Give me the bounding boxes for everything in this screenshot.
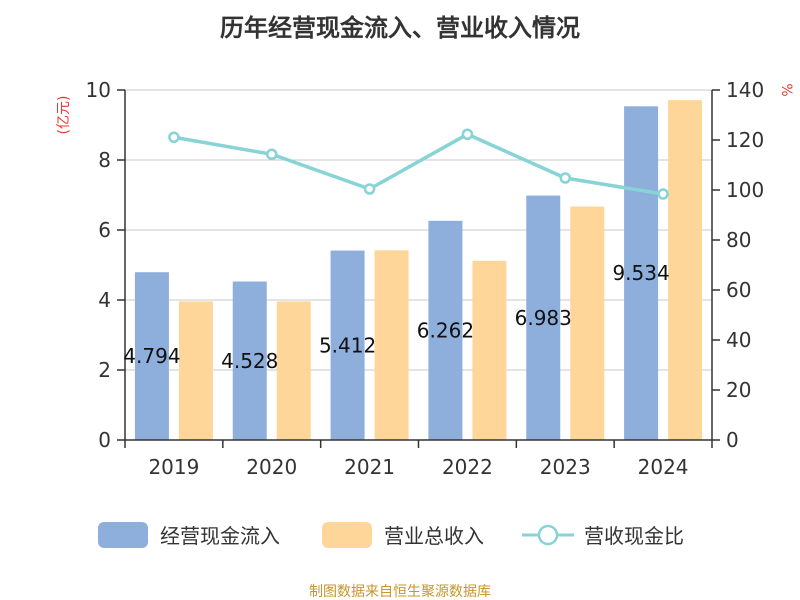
legend-swatch (98, 522, 148, 548)
bar-cash-inflow (428, 220, 463, 440)
x-tick-label: 2021 (344, 455, 395, 479)
data-labels: 4.794 4.528 5.412 6.262 6.983 9.534 (123, 261, 669, 373)
legend-label: 经营现金流入 (160, 524, 280, 548)
y-right-tick-label: 120 (726, 128, 764, 152)
ratio-point (559, 172, 571, 184)
x-tick-label: 2020 (246, 455, 297, 479)
y-right-tick-label: 0 (726, 428, 739, 452)
y-left-unit-label: (亿元) (56, 96, 72, 135)
chart-title: 历年经营现金流入、营业收入情况 (220, 14, 580, 42)
data-label: 6.983 (515, 306, 572, 330)
data-label: 4.528 (221, 349, 278, 373)
legend-swatch (322, 522, 372, 548)
x-tick-label: 2019 (148, 455, 199, 479)
data-label: 4.794 (123, 344, 180, 368)
source-note: 制图数据来自恒生聚源数据库 (309, 584, 491, 600)
x-tick-label: 2022 (442, 455, 493, 479)
y-right-unit-label: % (778, 83, 794, 96)
bar-revenue (276, 301, 311, 440)
ratio-point (461, 128, 474, 140)
data-label: 9.534 (612, 261, 669, 285)
ratio-line-path (173, 132, 664, 196)
y-left-tick-label: 4 (98, 288, 111, 312)
y-left-tick-label: 2 (98, 358, 111, 382)
bar-revenue (178, 301, 213, 440)
y-right-tick-label: 20 (726, 378, 751, 402)
bars (134, 100, 703, 441)
ratio-line (168, 128, 669, 200)
legend-marker (537, 524, 559, 546)
ratio-point (363, 183, 376, 195)
bar-cash-inflow (624, 106, 659, 440)
bar-cash-inflow (232, 281, 267, 440)
y-left-tick-label: 10 (86, 78, 111, 102)
legend-label: 营收现金比 (584, 524, 684, 548)
y-left-tick-label: 0 (98, 428, 111, 452)
legend-label: 营业总收入 (384, 524, 484, 548)
y-left-tick-label: 6 (98, 218, 111, 242)
ratio-point (657, 188, 669, 200)
data-label: 5.412 (319, 333, 376, 357)
ratio-point (168, 131, 180, 143)
y-right-tick-label: 100 (726, 178, 764, 202)
bar-revenue (668, 100, 703, 441)
grid-lines (125, 89, 712, 371)
bar-cash-inflow (134, 272, 169, 440)
bar-cash-inflow (330, 250, 365, 440)
y-right-tick-label: 60 (726, 278, 751, 302)
bar-revenue (374, 250, 409, 440)
bar-revenue (472, 260, 507, 440)
bar-revenue (570, 206, 605, 440)
x-tick-label: 2023 (540, 455, 591, 479)
x-tick-label: 2024 (638, 455, 689, 479)
y-right-tick-label: 80 (726, 228, 751, 252)
y-right-tick-label: 40 (726, 328, 751, 352)
ratio-point (266, 148, 278, 160)
y-left-tick-label: 8 (98, 148, 111, 172)
bar-cash-inflow (526, 195, 561, 440)
y-right-tick-label: 140 (726, 78, 764, 102)
legend: 经营现金流入 营业总收入 营收现金比 (98, 522, 684, 548)
data-label: 6.262 (417, 318, 474, 342)
